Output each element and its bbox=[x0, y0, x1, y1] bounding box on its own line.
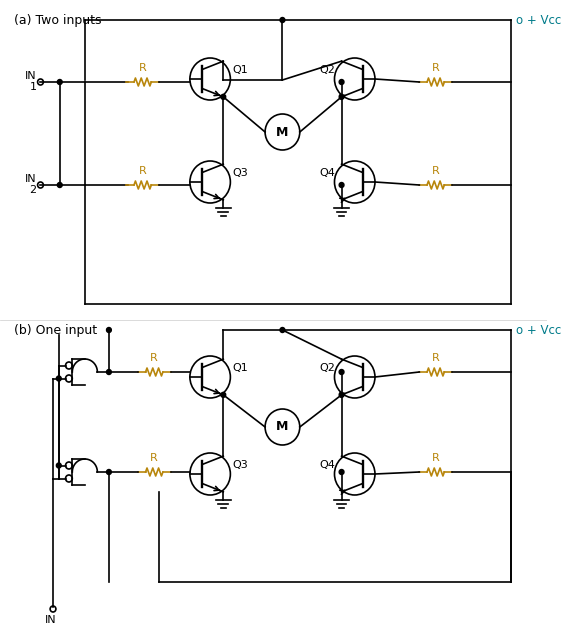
Text: R: R bbox=[432, 166, 439, 176]
Text: IN: IN bbox=[45, 615, 57, 625]
Text: (b) One input: (b) One input bbox=[15, 324, 98, 337]
Text: Q1: Q1 bbox=[232, 363, 248, 373]
Circle shape bbox=[280, 17, 285, 22]
Circle shape bbox=[339, 392, 344, 397]
Text: 1: 1 bbox=[29, 82, 37, 92]
Circle shape bbox=[339, 94, 344, 100]
Text: Q4: Q4 bbox=[319, 168, 335, 178]
Text: R: R bbox=[432, 453, 439, 463]
Circle shape bbox=[339, 469, 344, 474]
Text: o + Vcc: o + Vcc bbox=[516, 13, 561, 26]
Circle shape bbox=[57, 182, 62, 187]
Text: R: R bbox=[150, 353, 158, 363]
Text: Q3: Q3 bbox=[232, 460, 248, 470]
Text: R: R bbox=[139, 63, 146, 73]
Text: Q1: Q1 bbox=[232, 65, 248, 74]
Text: o + Vcc: o + Vcc bbox=[516, 324, 561, 336]
Circle shape bbox=[107, 327, 111, 333]
Text: Q2: Q2 bbox=[319, 65, 335, 74]
Circle shape bbox=[221, 94, 226, 100]
Text: Q2: Q2 bbox=[319, 363, 335, 373]
Circle shape bbox=[280, 327, 285, 333]
Text: IN: IN bbox=[25, 174, 37, 184]
Circle shape bbox=[107, 469, 111, 474]
Text: M: M bbox=[276, 421, 289, 433]
Text: R: R bbox=[139, 166, 146, 176]
Circle shape bbox=[57, 80, 62, 85]
Text: (a) Two inputs: (a) Two inputs bbox=[15, 14, 102, 27]
Circle shape bbox=[56, 376, 61, 381]
Circle shape bbox=[56, 463, 61, 468]
Text: Q4: Q4 bbox=[319, 460, 335, 470]
Text: M: M bbox=[276, 125, 289, 139]
Text: IN: IN bbox=[25, 71, 37, 81]
Text: R: R bbox=[432, 63, 439, 73]
Text: 2: 2 bbox=[29, 185, 37, 195]
Text: R: R bbox=[150, 453, 158, 463]
Circle shape bbox=[339, 370, 344, 374]
Circle shape bbox=[339, 80, 344, 85]
Text: Q3: Q3 bbox=[232, 168, 248, 178]
Circle shape bbox=[107, 370, 111, 374]
Circle shape bbox=[339, 182, 344, 187]
Text: R: R bbox=[432, 353, 439, 363]
Circle shape bbox=[221, 392, 226, 397]
